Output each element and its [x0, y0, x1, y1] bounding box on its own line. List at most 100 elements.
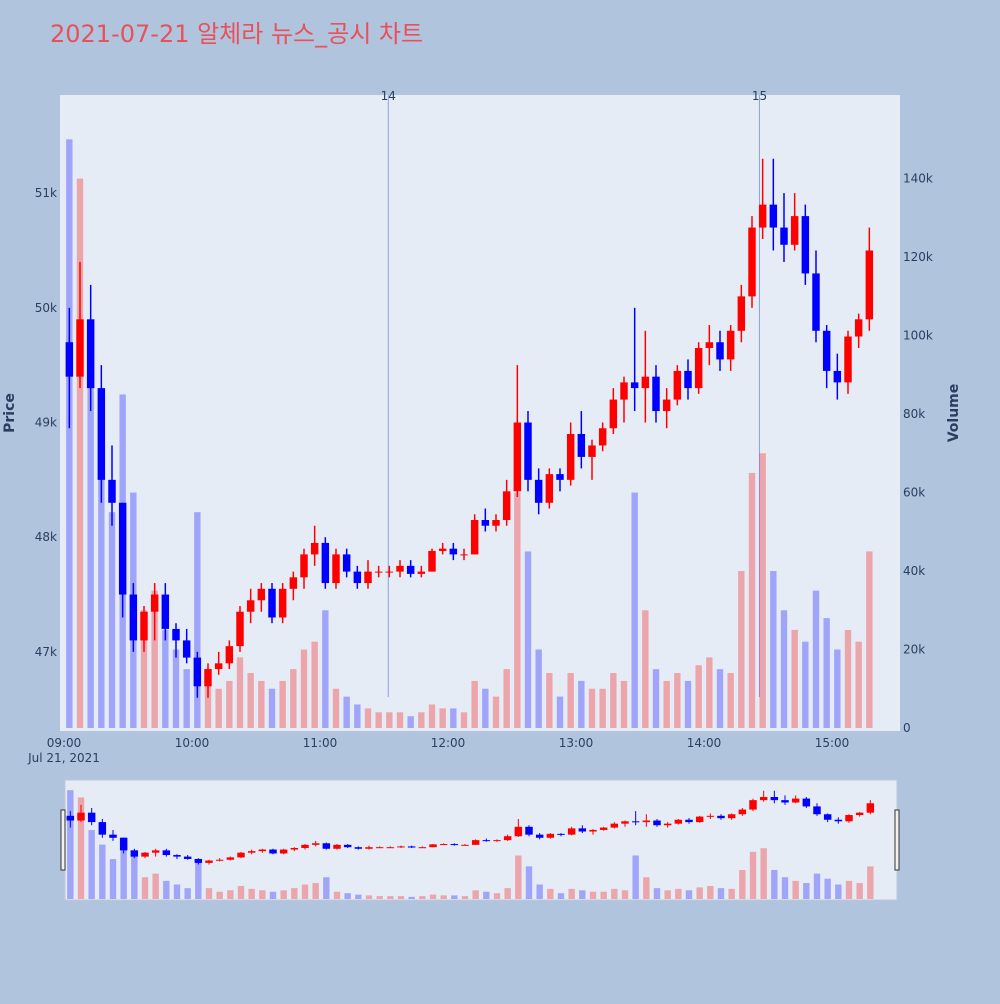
candle-body	[364, 571, 372, 584]
volume-bar	[236, 657, 244, 728]
volume-bar	[279, 680, 286, 728]
candle-body	[758, 204, 767, 228]
candle-body	[694, 347, 703, 389]
candle-body	[844, 336, 852, 383]
y2-tick-label: 100k	[903, 329, 933, 343]
slider-candle-body	[290, 847, 299, 850]
candle-body	[684, 370, 692, 389]
slider-candle-body	[727, 814, 736, 819]
slider-candle-body	[759, 796, 768, 801]
candle-body	[140, 611, 148, 641]
volume-bar	[226, 680, 233, 728]
slider-volume-bar	[760, 848, 767, 899]
slider-candle-body	[599, 827, 608, 830]
candle-body	[278, 588, 287, 618]
slider-volume-bar	[440, 895, 447, 899]
volume-bar	[674, 673, 681, 728]
slider-candle-body	[66, 815, 75, 821]
slider-volume-bar	[472, 890, 479, 899]
slider-candle-body	[738, 809, 747, 815]
volume-bar	[620, 680, 628, 728]
candle-body	[172, 628, 180, 641]
candle-layer	[65, 158, 874, 698]
slider-candle-body	[397, 846, 405, 848]
candle-body	[812, 273, 820, 331]
volume-bar	[599, 688, 606, 728]
volume-bar	[546, 673, 553, 728]
candle-body	[65, 342, 74, 377]
slider-candle-body	[866, 803, 875, 813]
volume-bar	[66, 139, 73, 728]
marker-label: 15	[752, 89, 767, 103]
label-layer: 47k 48k 49k 50k 51k 0 20k 40k 60k 80k 100k 120k 140k…	[27, 89, 933, 765]
slider-candle-body	[461, 844, 469, 846]
slider-volume-bar	[707, 885, 714, 899]
candle-body	[300, 554, 308, 578]
slider-volume-bar	[312, 883, 319, 899]
slider-candle-body	[653, 820, 661, 826]
volume-bar	[802, 641, 809, 728]
candle-body	[428, 550, 436, 572]
range-slider[interactable]	[64, 779, 898, 901]
slider-candle-body	[354, 847, 363, 849]
slider-volume-bar	[717, 888, 725, 899]
volume-bar	[642, 610, 649, 728]
x-tick-label: 11:00	[303, 736, 338, 750]
candle-body	[822, 330, 831, 371]
slider-volume-bar	[589, 891, 597, 899]
slider-candle-body	[77, 812, 85, 821]
volume-bar	[183, 669, 190, 728]
slider-volume-bar	[99, 844, 106, 899]
candle-body	[118, 502, 127, 595]
x-tick-label: 13:00	[559, 736, 594, 750]
slider-volume-bar	[547, 888, 554, 899]
candle-body	[705, 342, 714, 348]
slider-volume-bar	[301, 884, 309, 899]
volume-bar	[439, 708, 446, 728]
candle-body	[566, 433, 575, 480]
slider-volume-bar	[739, 869, 746, 899]
slider-volume-bar	[771, 869, 778, 899]
slider-handle-right[interactable]	[894, 809, 900, 871]
slider-candle-body	[183, 856, 192, 859]
volume-bar	[140, 610, 148, 728]
slider-candle-body	[237, 852, 245, 858]
slider-volume-bar	[525, 866, 533, 899]
volume-bar	[844, 629, 852, 728]
volume-bar	[87, 355, 94, 728]
chart-title: 2021-07-21 알체라 뉴스_공시 차트	[50, 20, 423, 48]
slider-candle-body	[674, 819, 683, 824]
slider-volume-bar	[675, 888, 682, 899]
candle-body	[620, 382, 628, 400]
y2-tick-label: 40k	[903, 564, 925, 578]
volume-bar	[343, 696, 350, 728]
candle-body	[716, 342, 724, 360]
y-tick-label: 48k	[35, 530, 57, 544]
slider-volume-bar	[248, 888, 255, 899]
volume-bar	[823, 618, 830, 728]
slider-candle-body	[87, 812, 96, 823]
slider-candle-body	[557, 833, 565, 835]
volume-bar	[610, 673, 617, 728]
candle-body	[470, 519, 479, 555]
volume-bar	[428, 704, 436, 728]
slider-handle-left[interactable]	[60, 809, 66, 871]
slider-candle-body	[279, 849, 288, 854]
slider-volume-bar	[376, 896, 383, 899]
slider-candle-body	[621, 821, 629, 824]
slider-volume-bar	[173, 884, 181, 899]
slider-candle-body	[109, 834, 117, 838]
volume-bar	[407, 716, 414, 728]
slider-candle-body	[333, 844, 341, 849]
candle-body	[321, 542, 330, 584]
slider-volume-bar	[109, 859, 117, 899]
slider-candle-body	[418, 847, 427, 849]
volume-bar	[535, 649, 542, 728]
volume-bar	[652, 669, 660, 728]
volume-bar	[770, 571, 777, 728]
volume-bar	[759, 453, 766, 728]
slider-candle-body	[589, 829, 597, 832]
slider-volume-bar	[536, 884, 543, 899]
candle-body	[780, 227, 788, 245]
slider-volume-bar	[216, 891, 223, 899]
